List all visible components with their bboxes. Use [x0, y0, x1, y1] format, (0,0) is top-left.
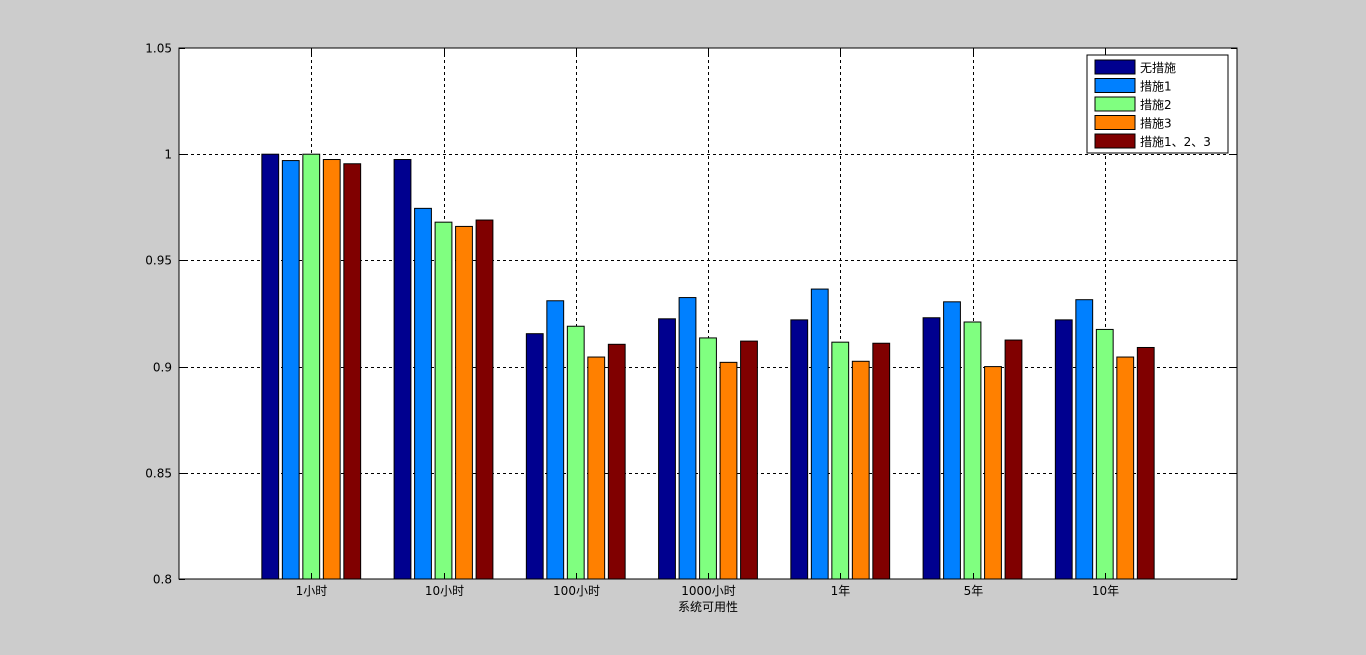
bar	[943, 301, 961, 580]
y-tick-label: 0.9	[153, 361, 172, 375]
bar	[678, 297, 697, 580]
bar	[658, 318, 676, 580]
bar	[587, 356, 606, 580]
bar	[566, 325, 585, 580]
bar	[740, 340, 758, 580]
x-tick-label: 100小时	[553, 584, 600, 598]
bar	[322, 159, 341, 580]
bar	[1075, 299, 1094, 580]
bar	[434, 221, 453, 580]
bar	[810, 288, 829, 580]
bar	[525, 333, 544, 580]
bar	[699, 337, 717, 580]
y-tick-label: 0.95	[145, 254, 172, 268]
bar	[851, 360, 870, 580]
y-tick-label: 1	[164, 148, 172, 162]
legend-swatch	[1094, 133, 1136, 149]
y-tick-label: 0.85	[145, 467, 172, 481]
legend-label: 措施1	[1140, 80, 1172, 94]
bar	[831, 341, 850, 580]
bar	[281, 160, 300, 580]
legend-label: 措施2	[1140, 98, 1172, 112]
legend-label: 措施1、2、3	[1140, 135, 1211, 149]
x-axis-label: 系统可用性	[678, 600, 738, 614]
x-tick-label: 1小时	[296, 584, 328, 598]
legend-swatch	[1094, 59, 1136, 75]
bar	[963, 321, 982, 580]
tick-labels: 0.8 0.85 0.9 0.95 1 1.05 1小时 10小时 100小时 1000小时 1年 5…	[145, 42, 1119, 599]
bar	[1136, 346, 1155, 580]
x-tick-label: 1000小时	[681, 584, 736, 598]
bar	[455, 225, 473, 580]
bar	[1054, 319, 1073, 580]
axis-ticks	[179, 48, 1237, 580]
bar	[546, 300, 565, 580]
bar	[261, 153, 280, 580]
x-tick-label: 10小时	[425, 584, 464, 598]
legend-swatch	[1094, 78, 1136, 93]
x-tick-label: 10年	[1092, 584, 1119, 598]
bar	[719, 361, 738, 580]
bar	[872, 342, 891, 580]
bar	[922, 317, 941, 580]
bar	[393, 159, 412, 580]
legend-label: 措施3	[1140, 117, 1172, 131]
bar	[475, 219, 494, 580]
x-tick-label: 1年	[831, 584, 851, 598]
x-tick-label: 5年	[964, 584, 984, 598]
legend-swatch	[1094, 115, 1136, 130]
bar	[414, 207, 432, 580]
bar	[1004, 339, 1023, 580]
bar	[1095, 328, 1114, 580]
legend-swatch	[1094, 96, 1136, 112]
legend-label: 无措施	[1140, 61, 1176, 75]
y-tick-label: 0.8	[153, 573, 172, 587]
bar	[1116, 356, 1135, 580]
y-tick-label: 1.05	[145, 42, 172, 56]
bar	[302, 153, 321, 580]
bar	[607, 343, 626, 580]
bar	[343, 163, 362, 580]
bar	[790, 319, 809, 580]
bar	[984, 366, 1002, 580]
